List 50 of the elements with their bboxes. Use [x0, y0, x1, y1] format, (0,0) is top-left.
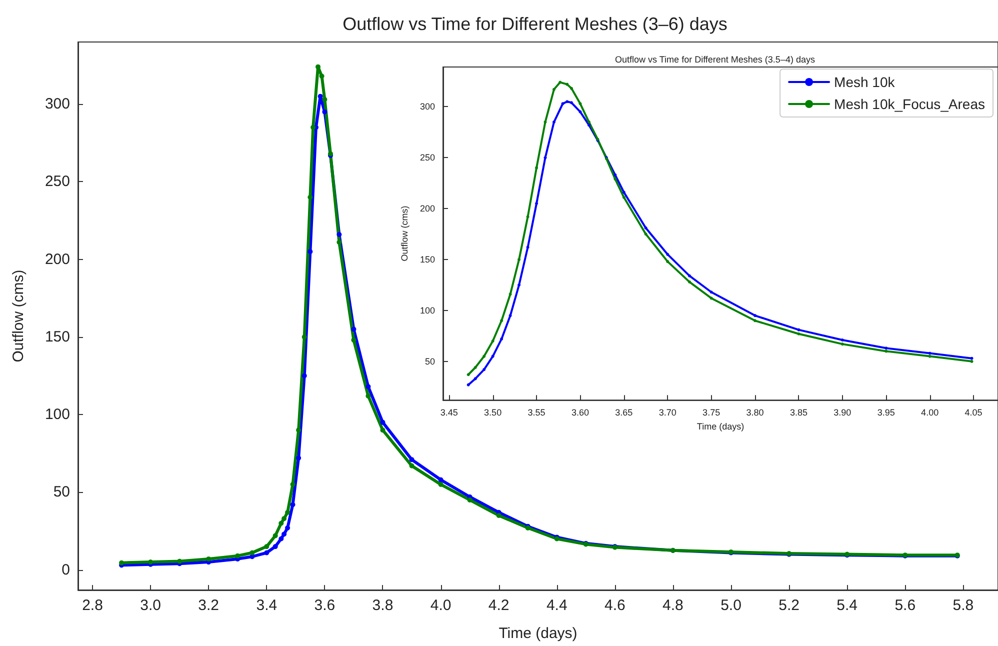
x-tick-label: 3.85 — [790, 408, 808, 418]
chart-title: Outflow vs Time for Different Meshes (3–6) days — [342, 14, 728, 34]
x-tick-label: 3.45 — [440, 408, 458, 418]
x-tick-label: 3.90 — [834, 408, 852, 418]
x-tick-label: 3.80 — [746, 408, 764, 418]
x-tick-label: 3.75 — [702, 408, 720, 418]
y-tick-label: 300 — [420, 102, 435, 112]
x-axis-title: Time (days) — [498, 625, 578, 642]
y-tick-label: 50 — [424, 356, 435, 366]
y-tick-label: 250 — [44, 173, 70, 190]
y-tick-label: 100 — [44, 406, 70, 424]
x-tick-label: 3.95 — [877, 408, 895, 418]
x-tick-label: 4.2 — [488, 597, 510, 614]
x-tick-label: 3.70 — [658, 408, 676, 418]
x-tick-label: 5.8 — [952, 597, 974, 614]
y-tick-label: 0 — [62, 561, 70, 578]
x-tick-label: 5.4 — [836, 597, 858, 614]
x-tick-label: 5.2 — [778, 597, 800, 614]
x-tick-label: 3.4 — [256, 597, 278, 614]
x-tick-label: 3.0 — [140, 597, 161, 614]
y-tick-label: 250 — [420, 152, 435, 163]
x-tick-label: 3.2 — [198, 597, 220, 614]
x-tick-label: 3.60 — [571, 408, 589, 418]
y-tick-label: 150 — [420, 254, 435, 265]
legend-label: Mesh 10k_Focus_Areas — [834, 96, 986, 112]
x-tick-label: 5.6 — [894, 597, 916, 614]
x-tick-label: 3.55 — [528, 408, 546, 418]
x-tick-label: 2.8 — [82, 597, 103, 614]
x-tick-label: 3.8 — [372, 597, 394, 614]
y-tick-label: 150 — [44, 328, 70, 346]
x-tick-label: 3.50 — [484, 408, 502, 418]
x-tick-label: 3.65 — [615, 408, 633, 418]
y-tick-label: 200 — [420, 204, 435, 214]
x-axis-title: Time (days) — [696, 422, 744, 432]
x-tick-label: 3.6 — [314, 597, 336, 614]
x-tick-label: 5.0 — [720, 597, 742, 614]
x-tick-label: 4.8 — [662, 597, 684, 614]
x-tick-label: 4.6 — [604, 597, 626, 614]
x-tick-label: 4.05 — [964, 408, 982, 418]
y-tick-label: 300 — [44, 96, 70, 113]
x-tick-label: 4.00 — [921, 408, 939, 418]
chart-title: Outflow vs Time for Different Meshes (3.5–4) days — [615, 54, 816, 64]
y-axis-title: Outflow (cms) — [400, 206, 410, 262]
x-tick-label: 4.4 — [546, 597, 568, 614]
y-tick-label: 200 — [44, 250, 70, 268]
y-tick-label: 100 — [420, 305, 435, 316]
legend-label: Mesh 10k — [834, 74, 896, 90]
y-tick-label: 50 — [53, 484, 70, 501]
y-axis-title: Outflow (cms) — [10, 270, 27, 362]
x-tick-label: 4.0 — [430, 597, 452, 614]
